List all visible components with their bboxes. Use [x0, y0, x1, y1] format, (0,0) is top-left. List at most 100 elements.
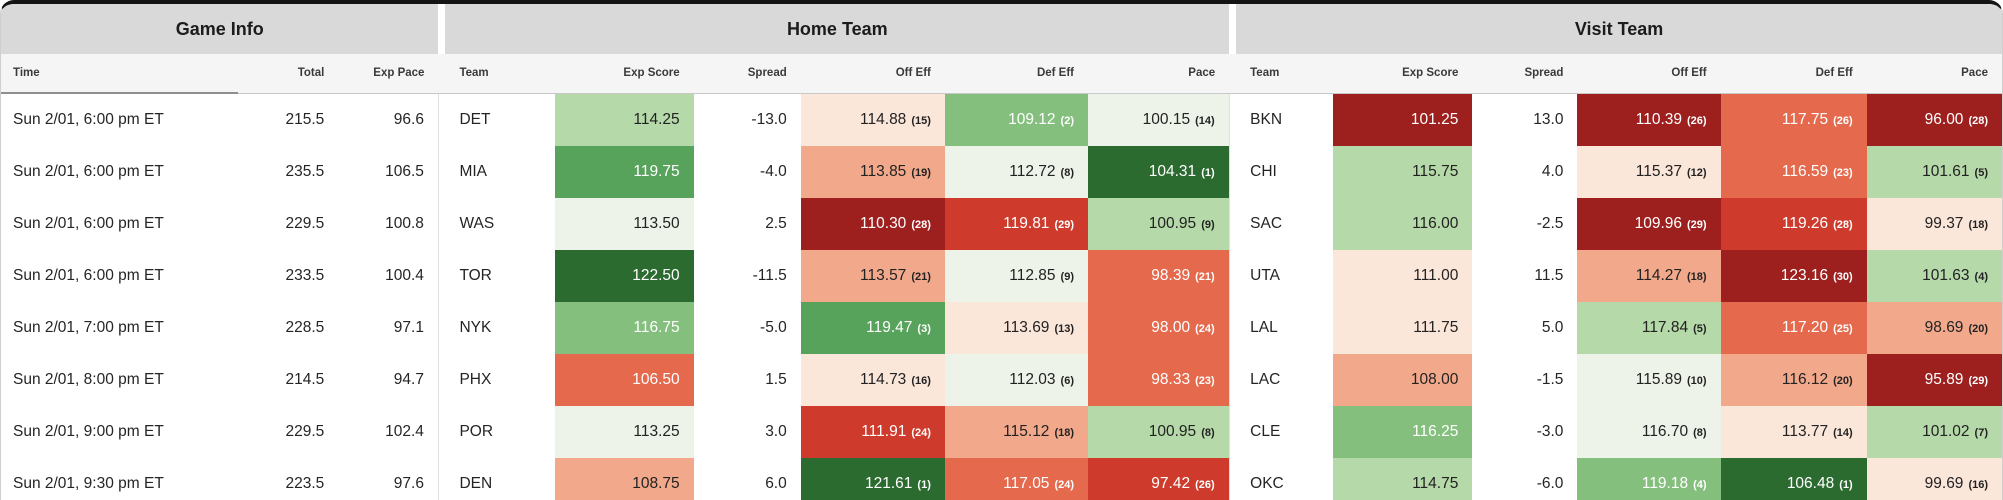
visit-def-eff-cell: 116.12 (20) — [1720, 354, 1867, 406]
group-header-row: Game Info Home Team Visit Team — [1, 4, 2002, 54]
visit-off-eff-cell: 109.96 (29) — [1577, 198, 1721, 250]
col-header-home-exp-score[interactable]: Exp Score — [554, 54, 694, 94]
home-team-cell: DET — [445, 93, 555, 146]
home-exp-score-cell-value: 108.75 — [632, 475, 680, 492]
col-header-home-spread[interactable]: Spread — [693, 54, 801, 94]
visit-off-eff-cell-value: 115.37 — [1635, 163, 1682, 180]
home-def-eff-cell-rank: (2) — [1060, 114, 1074, 127]
section-gap — [1228, 302, 1237, 354]
visit-spread-cell: 13.0 — [1472, 93, 1578, 146]
visit-pace-cell-rank: (16) — [1968, 479, 1988, 491]
visit-off-eff-cell: 119.18 (4) — [1577, 458, 1721, 500]
col-header-visit-pace[interactable]: Pace — [1866, 54, 2002, 94]
visit-exp-score-cell: 111.00 — [1333, 250, 1473, 302]
home-exp-score-cell-value: 114.25 — [633, 110, 680, 128]
home-exp-score-cell-value: 122.50 — [632, 267, 680, 284]
visit-spread-cell: 4.0 — [1472, 146, 1578, 198]
home-pace-cell-rank: (14) — [1195, 114, 1215, 127]
col-header-time[interactable]: Time — [1, 54, 239, 94]
visit-spread-cell: 5.0 — [1472, 302, 1578, 354]
home-pace-cell-rank: (24) — [1195, 323, 1215, 335]
visit-off-eff-cell: 110.39 (26) — [1577, 93, 1721, 146]
section-gap — [437, 250, 446, 302]
visit-pace-cell-value: 101.02 — [1922, 423, 1970, 440]
home-exp-score-cell-value: 119.75 — [633, 163, 680, 180]
home-off-eff-cell-value: 121.61 — [865, 475, 913, 492]
home-def-eff-cell-value: 112.85 — [1009, 267, 1056, 284]
home-off-eff-cell: 114.73 (16) — [800, 354, 945, 406]
table-row: Sun 2/01, 7:00 pm ET 228.5 97.1 NYK 116.75 -5… — [1, 302, 2002, 354]
visit-off-eff-cell-rank: (8) — [1693, 427, 1707, 439]
col-header-visit-off-eff[interactable]: Off Eff — [1577, 54, 1721, 94]
visit-pace-cell-rank: (29) — [1968, 375, 1988, 387]
visit-pace-cell-value: 101.61 — [1922, 163, 1970, 180]
home-pace-cell: 100.95 (9) — [1088, 198, 1230, 250]
col-header-visit-exp-score[interactable]: Exp Score — [1333, 54, 1473, 94]
col-header-home-off-eff[interactable]: Off Eff — [800, 54, 945, 94]
home-pace-cell-value: 98.00 — [1151, 319, 1191, 336]
section-gap — [437, 198, 446, 250]
visit-exp-score-cell-value: 116.25 — [1412, 423, 1459, 440]
visit-team-cell: OKC — [1236, 458, 1334, 500]
home-exp-score-cell: 122.50 — [554, 250, 694, 302]
home-def-eff-cell-rank: (13) — [1054, 323, 1074, 335]
home-off-eff-cell: 110.30 (28) — [800, 198, 945, 250]
visit-spread-cell: 11.5 — [1472, 250, 1578, 302]
section-gap — [1229, 4, 1237, 54]
game-time-cell: Sun 2/01, 9:30 pm ET — [1, 458, 239, 500]
col-header-exp-pace[interactable]: Exp Pace — [338, 54, 439, 94]
col-header-home-team[interactable]: Team — [445, 54, 555, 94]
visit-exp-score-cell: 115.75 — [1333, 146, 1473, 198]
home-def-eff-cell: 112.03 (6) — [944, 354, 1088, 406]
home-exp-score-cell: 116.75 — [554, 302, 694, 354]
visit-exp-score-cell-value: 111.75 — [1413, 319, 1459, 336]
visit-off-eff-cell-value: 116.70 — [1641, 423, 1689, 440]
home-exp-score-cell-value: 113.25 — [633, 423, 680, 440]
game-total-cell: 215.5 — [238, 93, 339, 146]
visit-def-eff-cell-rank: (26) — [1833, 114, 1853, 127]
home-off-eff-cell: 111.91 (24) — [800, 406, 945, 458]
visit-def-eff-cell: 117.20 (25) — [1720, 302, 1867, 354]
visit-def-eff-cell-value: 116.59 — [1781, 163, 1829, 180]
visit-exp-score-cell-value: 116.00 — [1412, 215, 1459, 232]
col-header-visit-spread[interactable]: Spread — [1472, 54, 1578, 94]
section-gap — [1228, 93, 1237, 146]
visit-exp-score-cell: 108.00 — [1333, 354, 1473, 406]
game-time-cell: Sun 2/01, 6:00 pm ET — [1, 146, 239, 198]
home-pace-cell-rank: (26) — [1195, 479, 1215, 491]
visit-team-cell: CHI — [1236, 146, 1334, 198]
home-off-eff-cell: 114.88 (15) — [800, 93, 945, 146]
home-spread-cell: 1.5 — [693, 354, 801, 406]
game-time-cell: Sun 2/01, 6:00 pm ET — [1, 250, 239, 302]
visit-pace-cell: 96.00 (28) — [1866, 93, 2002, 146]
game-exp-pace-cell: 106.5 — [338, 146, 439, 198]
home-def-eff-cell-rank: (24) — [1054, 479, 1074, 491]
visit-exp-score-cell-value: 115.75 — [1412, 163, 1459, 180]
visit-def-eff-cell: 117.75 (26) — [1720, 93, 1867, 146]
visit-pace-cell-value: 101.63 — [1922, 267, 1970, 284]
home-pace-cell: 98.00 (24) — [1088, 302, 1230, 354]
game-time-cell: Sun 2/01, 6:00 pm ET — [1, 198, 239, 250]
visit-pace-cell-rank: (28) — [1968, 114, 1988, 127]
col-header-visit-def-eff[interactable]: Def Eff — [1720, 54, 1867, 94]
home-team-cell: NYK — [445, 302, 555, 354]
col-header-home-pace[interactable]: Pace — [1088, 54, 1230, 94]
section-gap — [438, 54, 446, 94]
home-off-eff-cell-rank: (3) — [917, 323, 931, 335]
table-row: Sun 2/01, 6:00 pm ET 233.5 100.4 TOR 122.50-… — [1, 250, 2002, 302]
col-header-total[interactable]: Total — [238, 54, 339, 94]
col-header-home-def-eff[interactable]: Def Eff — [944, 54, 1088, 94]
home-off-eff-cell: 119.47 (3) — [800, 302, 945, 354]
section-gap — [437, 93, 446, 146]
home-off-eff-cell-rank: (24) — [911, 427, 931, 439]
visit-pace-cell: 98.69 (20) — [1866, 302, 2002, 354]
visit-def-eff-cell: 113.77 (14) — [1720, 406, 1867, 458]
visit-pace-cell-value: 95.89 — [1924, 371, 1964, 388]
home-spread-cell: 6.0 — [693, 458, 801, 500]
home-pace-cell: 97.42 (26) — [1088, 458, 1230, 500]
visit-off-eff-cell-value: 115.89 — [1635, 371, 1682, 388]
col-header-visit-team[interactable]: Team — [1236, 54, 1334, 94]
home-def-eff-cell-rank: (9) — [1060, 271, 1074, 283]
game-total-cell: 233.5 — [238, 250, 339, 302]
